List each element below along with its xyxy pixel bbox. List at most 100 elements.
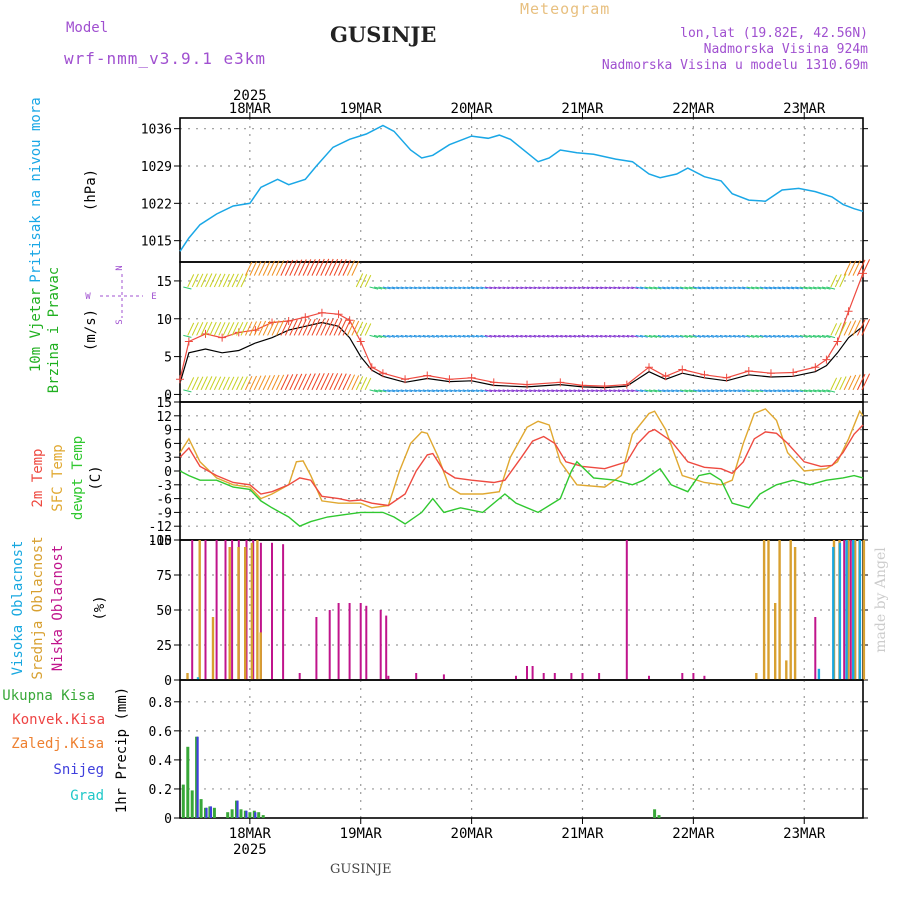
wind-barb	[187, 322, 195, 336]
wind-barb	[706, 286, 715, 290]
wind-barb	[431, 334, 440, 338]
wind-barb	[852, 260, 861, 276]
wind-barb	[400, 389, 408, 393]
wind-barb	[848, 374, 857, 391]
wind-barb	[329, 373, 339, 391]
wind-barb	[213, 321, 222, 336]
mid-cloud-bar	[211, 617, 215, 680]
wind-gust-marker	[645, 363, 654, 372]
wind-barb	[444, 334, 453, 338]
wind-barb	[369, 389, 379, 393]
wind-barb	[404, 334, 413, 338]
low-cloud-bar	[542, 673, 545, 680]
wind-barb	[812, 389, 822, 393]
y-tick-label: 6	[164, 437, 172, 452]
wind-barb	[715, 286, 724, 290]
wind-barb	[520, 389, 528, 393]
wind-barb	[617, 334, 625, 338]
wind-barb	[538, 334, 545, 338]
wind-barb	[728, 286, 737, 290]
wind-barb	[480, 334, 488, 338]
wind-title-line2: Brzina i Pravac	[46, 267, 62, 393]
mid-cloud-bar	[228, 547, 231, 680]
wind-barb	[355, 273, 364, 288]
wind-barb	[524, 286, 532, 290]
wind-barb	[710, 389, 719, 393]
wind-barb	[346, 319, 356, 336]
wind-barb	[750, 334, 759, 338]
wind-barb	[742, 286, 750, 290]
wind-barb	[231, 321, 239, 336]
low-cloud-bar	[191, 540, 194, 680]
wind-barb	[391, 286, 400, 290]
wind-barb	[253, 375, 262, 391]
wind-barb	[267, 260, 276, 276]
wind-barb	[222, 273, 230, 288]
wind-gust-marker	[367, 363, 376, 372]
wind-barb	[781, 389, 790, 393]
wind-barb	[453, 334, 462, 338]
wind-barb	[187, 274, 195, 288]
mid-cloud-bar	[785, 660, 788, 680]
wind-barb	[409, 334, 417, 338]
wind-barb	[453, 389, 462, 393]
wind-barb	[240, 321, 248, 336]
mid-cloud-bar	[774, 603, 777, 680]
wind-barb	[280, 374, 289, 391]
wind-barb	[276, 374, 285, 391]
wind-barb	[724, 334, 732, 338]
wind-barb	[307, 259, 316, 276]
wind-barb	[724, 389, 732, 393]
wind-barb	[826, 334, 836, 339]
cloud-unit: (%)	[92, 595, 108, 620]
low-cloud-bar	[282, 544, 285, 680]
y-tick-label: 1029	[141, 160, 172, 175]
wind-barb	[826, 389, 836, 393]
wind-barb	[227, 322, 235, 336]
wind-barb	[542, 286, 550, 290]
wind-barb	[684, 389, 693, 393]
wind-barb	[329, 318, 339, 336]
wind-barb	[267, 374, 276, 391]
y-tick-label: -6	[156, 493, 172, 508]
total-precip-bar	[257, 812, 261, 818]
wind-barb	[613, 286, 621, 290]
low-cloud-bar	[415, 673, 418, 680]
wind-barb	[560, 286, 568, 290]
wind-barb	[728, 334, 737, 338]
total-precip-bar	[186, 746, 190, 818]
y-tick-label: 15	[156, 396, 172, 411]
y-tick-label: 10	[156, 313, 172, 328]
wind-barb	[710, 334, 719, 338]
wind-barb	[413, 286, 422, 290]
high-cloud-bar	[817, 668, 821, 680]
precip-panel: 0 0.2 0.4 0.6 0.8	[149, 679, 868, 827]
wind-barb	[355, 376, 364, 391]
pressure-line	[179, 124, 864, 252]
wind-barb	[582, 389, 590, 393]
wind-barb	[449, 334, 457, 338]
wind-barb	[475, 334, 484, 338]
wind-barb	[834, 274, 842, 288]
wind-barb	[191, 376, 199, 391]
wind-barb	[262, 375, 271, 391]
low-cloud-bar	[648, 675, 650, 680]
wind-barb	[564, 286, 572, 290]
wind-barb	[418, 286, 426, 290]
wind-barb	[511, 286, 519, 290]
high-cloud-bar	[852, 540, 855, 680]
wind-barb	[573, 389, 581, 393]
wind-barb	[631, 389, 639, 393]
wind-barb	[293, 373, 303, 391]
wind-barb	[546, 389, 554, 393]
wind-barb	[857, 259, 866, 276]
low-cloud-bar	[337, 603, 340, 680]
wind-barb	[777, 286, 786, 290]
wind-barb	[298, 259, 307, 276]
precip-frz-title: Zaledj.Kisa	[11, 736, 104, 752]
high-cloud-bar	[845, 540, 848, 680]
wind-barb	[502, 389, 510, 393]
wind-barb	[777, 334, 786, 338]
low-cloud-bar	[531, 666, 534, 680]
wind-barb	[387, 334, 396, 338]
